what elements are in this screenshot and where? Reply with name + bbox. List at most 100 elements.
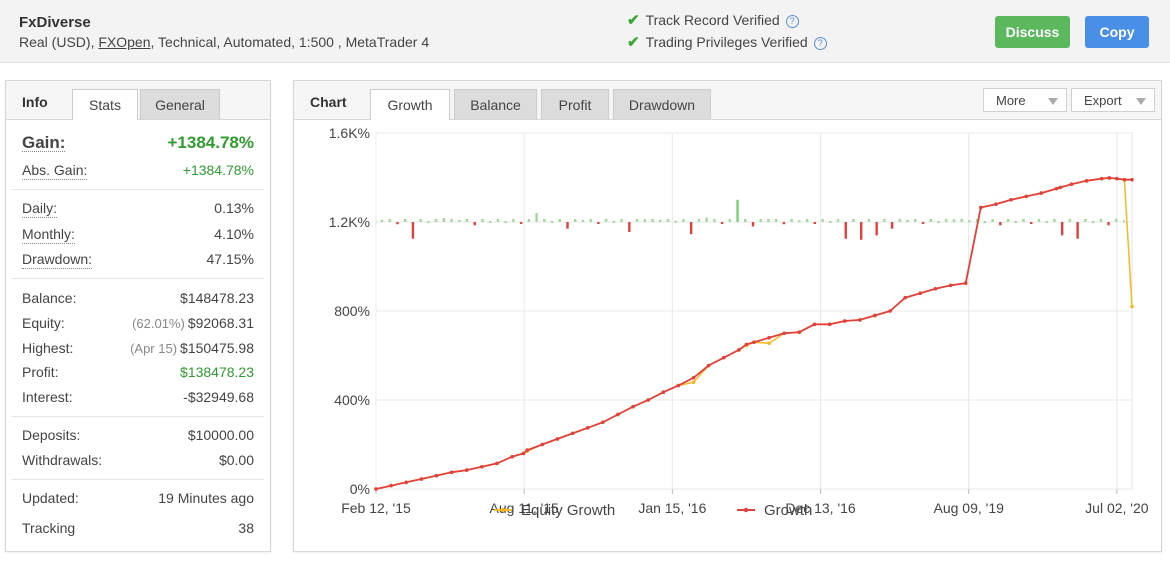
series-point (419, 477, 424, 481)
series-point (1130, 304, 1134, 309)
chart-panel: Chart Growth Balance Profit Drawdown Mor… (293, 80, 1162, 552)
daily-bar (566, 222, 569, 229)
highest-label: Highest: (22, 340, 74, 356)
equity-label: Equity: (22, 315, 65, 331)
series-point (480, 464, 484, 469)
daily-bar (1115, 219, 1118, 222)
withdrawals-row: Withdrawals: $0.00 (22, 452, 254, 472)
tab-profit[interactable]: Profit (541, 89, 609, 119)
daily-bar (728, 219, 732, 222)
daily-bar (689, 222, 693, 235)
series-point (812, 322, 817, 327)
series-point (767, 335, 771, 340)
series-point (521, 451, 526, 456)
daily-bar (975, 219, 979, 222)
tab-growth[interactable]: Growth (370, 89, 450, 120)
y-tick-label: 400% (334, 392, 370, 408)
legend-label[interactable]: Equity Growth (521, 502, 615, 519)
highest-date: (Apr 15) (130, 341, 178, 356)
profit-row: Profit: $138478.23 (22, 364, 254, 384)
series-point (1122, 177, 1127, 182)
broker-link[interactable]: FXOpen (98, 34, 151, 50)
series-point (540, 442, 545, 447)
daily-bar (720, 222, 724, 224)
daily-bar (419, 219, 422, 222)
series-point (691, 375, 696, 380)
chart-lines (374, 176, 1134, 491)
legend-label[interactable]: Growth (764, 502, 812, 519)
daily-bar (790, 219, 793, 222)
series-point (676, 383, 681, 388)
series-point (1084, 179, 1089, 183)
daily-bar (1053, 219, 1056, 222)
daily-bar (736, 199, 739, 222)
series-point (827, 322, 832, 327)
monthly-row: Monthly: 4.10% (22, 226, 254, 246)
series-point (691, 380, 696, 385)
series-point (601, 420, 605, 425)
series-point (616, 412, 620, 417)
daily-bar (952, 219, 956, 222)
daily-bar (1107, 222, 1110, 226)
daily-bar (597, 222, 600, 225)
daily-bar (697, 219, 701, 222)
x-tick-label: Dec 13, '16 (785, 500, 856, 516)
help-icon[interactable]: ? (813, 37, 827, 50)
daily-bar (643, 219, 646, 222)
daily-bar (427, 220, 430, 223)
tab-drawdown[interactable]: Drawdown (613, 89, 711, 119)
daily-bar (558, 219, 561, 222)
account-description: Real (USD), FXOpen, Technical, Automated… (19, 34, 429, 50)
daily-bar (774, 219, 778, 222)
x-tick-label: Aug 11, '15 (489, 500, 559, 516)
export-dropdown[interactable]: Export (1071, 88, 1155, 112)
daily-bar (1076, 222, 1079, 239)
tab-general[interactable]: General (140, 89, 220, 119)
withdrawals-value: $0.00 (218, 452, 254, 468)
updated-row: Updated: 19 Minutes ago (22, 490, 254, 510)
series-point (842, 319, 847, 323)
y-tick-label: 1.2K% (329, 214, 370, 230)
discuss-button[interactable]: Discuss (995, 16, 1070, 48)
series-point (1039, 191, 1044, 195)
daily-bar (844, 222, 847, 239)
more-dropdown[interactable]: More (983, 88, 1067, 112)
tracking-label: Tracking (22, 520, 76, 536)
series-point (449, 470, 454, 475)
series-point (933, 286, 938, 291)
series-point (737, 348, 741, 352)
trading-privileges-verified: ✔ Trading Privileges Verified? (627, 33, 827, 51)
daily-bar (612, 220, 616, 223)
daily-bar (929, 219, 932, 222)
chevron-down-icon (1048, 98, 1058, 105)
daily-bar (574, 219, 577, 222)
x-tick-label: Jul 02, '20 (1085, 500, 1149, 516)
interest-row: Interest: -$32949.68 (22, 389, 254, 409)
account-desc-suffix: , Technical, Automated, 1:500 , MetaTrad… (150, 34, 430, 50)
chart-title: Chart (310, 94, 347, 110)
account-desc-prefix: Real (USD), (19, 34, 95, 50)
daily-bar (504, 221, 507, 224)
series-point (1054, 186, 1059, 191)
tab-balance[interactable]: Balance (454, 89, 537, 119)
withdrawals-label: Withdrawals: (22, 452, 103, 468)
daily-bar (782, 222, 786, 225)
daily-bar (805, 219, 809, 222)
chart-legend: Equity Growth Growth (494, 502, 812, 519)
tab-stats[interactable]: Stats (72, 89, 138, 120)
copy-button[interactable]: Copy (1085, 16, 1149, 48)
tracking-value: 38 (238, 520, 254, 536)
daily-bar (829, 220, 832, 223)
daily-bar (628, 222, 631, 233)
interest-value: -$32949.68 (183, 389, 254, 405)
help-icon[interactable]: ? (785, 15, 799, 28)
series-point (374, 487, 378, 491)
info-tabbar: Info Stats General (6, 81, 270, 120)
daily-bar (403, 219, 407, 222)
series-point (721, 355, 726, 360)
deposits-row: Deposits: $10000.00 (22, 427, 254, 447)
daily-bar (960, 219, 963, 222)
checkmark-icon: ✔ (627, 12, 640, 29)
daily-bar (906, 219, 909, 222)
daily-bar (898, 219, 902, 222)
